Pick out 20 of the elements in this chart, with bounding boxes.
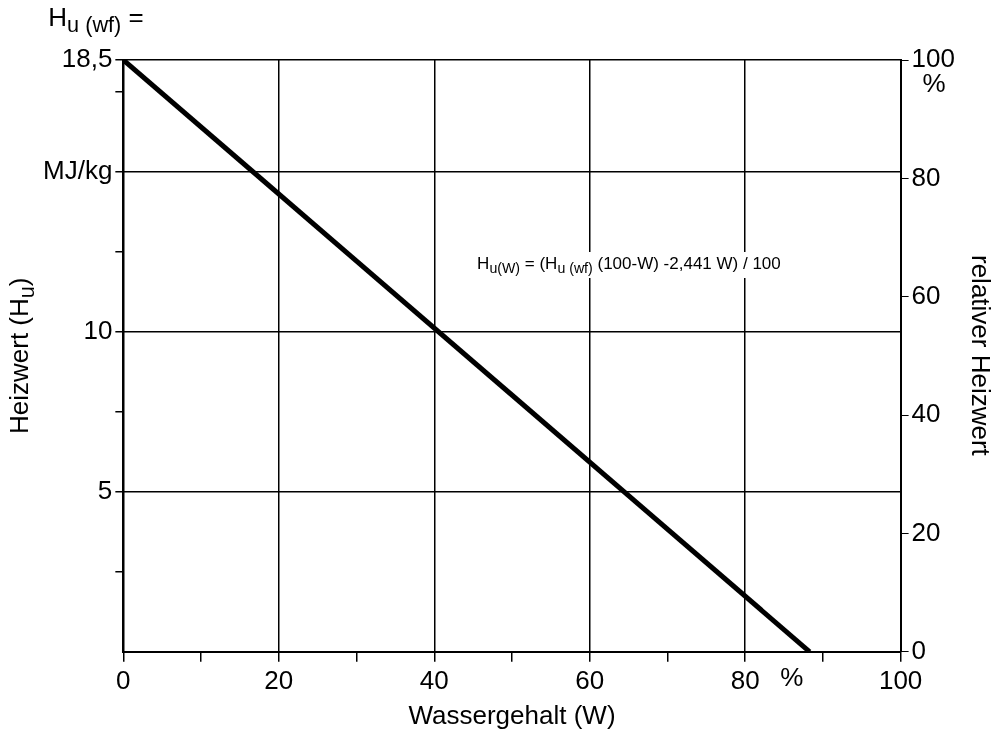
- y2-tick-label: 0: [911, 634, 927, 665]
- x-tick-label: 100: [878, 664, 923, 695]
- y2-tick-label: 60: [911, 279, 941, 310]
- y-tick-label: MJ/kg: [43, 155, 113, 186]
- y2-tick-label: 40: [911, 398, 941, 429]
- chart-title: H$_{u (wf)}$ =: [48, 2, 144, 39]
- x-tick-label: 0: [116, 664, 131, 695]
- y-tick-label: 10: [83, 315, 113, 346]
- y-tick-label: 18,5: [61, 43, 113, 74]
- annotation: H$_{u(W)}$ = (H$_{u (wf)}$ (100-W) -2,441 W) / 100: [473, 251, 785, 279]
- x-tick-label: 80: [730, 664, 760, 695]
- x-tick-label: 20: [264, 664, 294, 695]
- x-tick-label: 40: [419, 664, 449, 695]
- y2-tick-label: 20: [911, 516, 941, 547]
- y2-tick-label: 80: [911, 161, 941, 192]
- y2-axis-title: relativer Heizwert: [965, 255, 996, 457]
- x-tick-label: 60: [575, 664, 605, 695]
- y-tick-label: 5: [97, 475, 113, 506]
- text: %: [780, 661, 804, 693]
- x-axis-title: Wassergehalt (W): [408, 699, 616, 731]
